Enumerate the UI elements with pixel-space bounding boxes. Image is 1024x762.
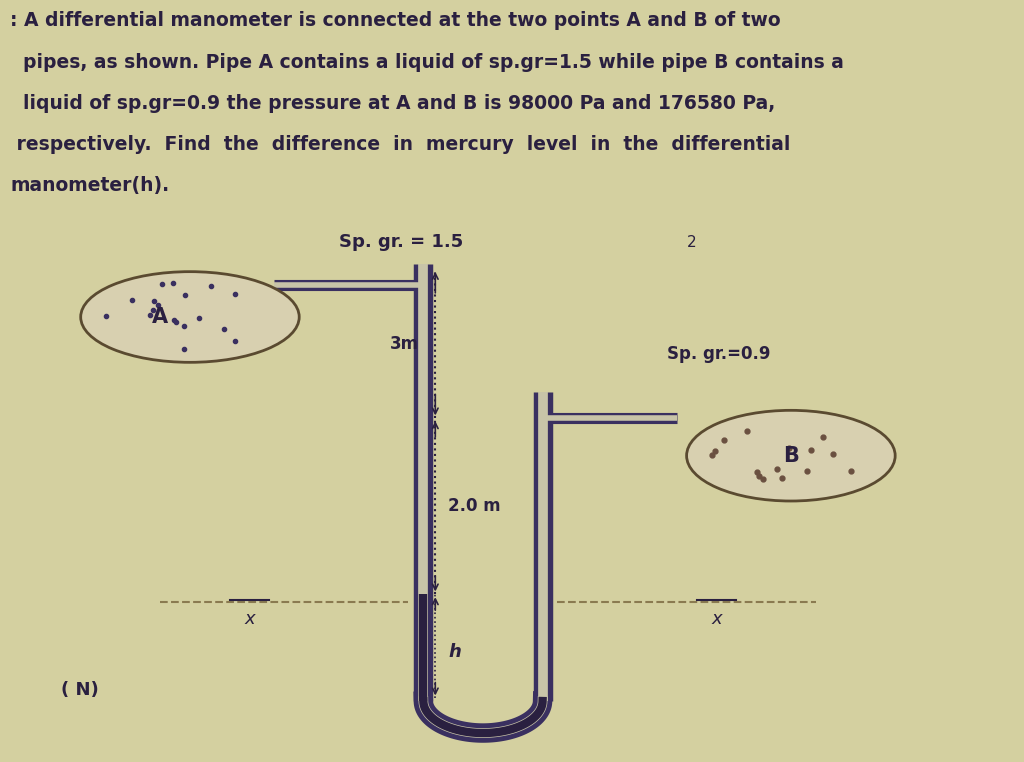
Text: A: A <box>153 307 168 327</box>
Ellipse shape <box>687 410 895 501</box>
Text: B: B <box>783 446 799 466</box>
Text: 2: 2 <box>687 235 696 250</box>
Text: Sp. gr. = 1.5: Sp. gr. = 1.5 <box>339 233 463 251</box>
Text: pipes, as shown. Pipe A contains a liquid of sp.gr=1.5 while pipe B contains a: pipes, as shown. Pipe A contains a liqui… <box>10 53 844 72</box>
Text: x: x <box>245 610 255 629</box>
Text: liquid of sp.gr=0.9 the pressure at A and B is 98000 Pa and 176580 Pa,: liquid of sp.gr=0.9 the pressure at A an… <box>10 94 775 113</box>
Text: manometer(h).: manometer(h). <box>10 176 169 195</box>
Text: x: x <box>711 610 722 629</box>
Text: 3m: 3m <box>389 335 419 353</box>
Text: ( N): ( N) <box>60 681 98 700</box>
Text: 2.0 m: 2.0 m <box>449 498 501 515</box>
Text: h: h <box>449 642 461 661</box>
Text: respectively.  Find  the  difference  in  mercury  level  in  the  differential: respectively. Find the difference in mer… <box>10 135 791 154</box>
Text: : A differential manometer is connected at the two points A and B of two: : A differential manometer is connected … <box>10 11 781 30</box>
Ellipse shape <box>81 272 299 363</box>
Text: Sp. gr.=0.9: Sp. gr.=0.9 <box>667 345 770 363</box>
